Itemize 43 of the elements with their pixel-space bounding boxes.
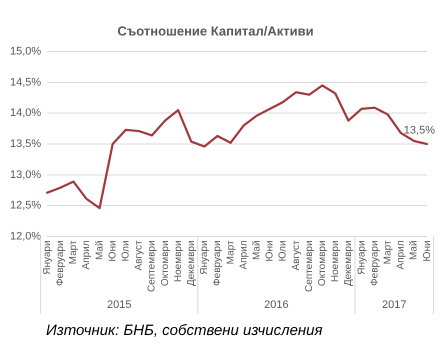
x-tick-label: Юни [107, 240, 118, 262]
x-tick-label: Юли [278, 240, 289, 262]
x-tick-label: Септември [304, 240, 315, 292]
x-tick-label: Октомври [160, 240, 171, 286]
x-tick-label: Май [408, 240, 420, 260]
data-label: 13,5% [404, 124, 436, 137]
x-tick-label: Април [238, 240, 250, 270]
x-tick-label: Февруари [212, 240, 224, 286]
x-tick-label: Януари [42, 240, 53, 275]
x-tick-label: Април [396, 240, 407, 270]
x-tick-label: Август [290, 240, 302, 271]
x-tick-label: Март [382, 240, 394, 264]
x-tick-label: Януари [356, 240, 368, 275]
text: 2017 [382, 299, 406, 312]
text: Източник: БНБ, собствени изчисления [46, 322, 323, 339]
x-tick-label: Ноември [330, 240, 342, 282]
x-tick-label: Март [225, 240, 236, 264]
y-tick-label: 15,0% [10, 46, 42, 58]
chart-title: Съотношение Капитал/Активи [117, 23, 314, 38]
x-tick-label: Юли [120, 240, 132, 262]
x-tick-label: Декември [186, 240, 198, 286]
text: 2015 [106, 299, 132, 312]
x-tick-label: Април [81, 240, 92, 270]
x-tick-label: Ноември [172, 240, 184, 282]
x-tick-label: Юни [264, 240, 276, 262]
y-tick-label: 13,0% [10, 168, 42, 181]
x-tick-label: Януари [199, 240, 210, 275]
x-tick-label: Декември [343, 240, 354, 286]
x-tick-label: Май [94, 240, 106, 260]
x-tick-label: Септември [146, 240, 158, 292]
x-tick-label: Февруари [55, 240, 66, 286]
y-tick-label: 13,5% [10, 138, 42, 150]
x-tick-label: Февруари [369, 240, 380, 286]
text: 2016 [264, 299, 289, 312]
x-tick-label: Юни [422, 240, 433, 262]
x-tick-label: Октомври [316, 240, 328, 286]
y-tick-label: 12,5% [10, 200, 42, 212]
x-tick-label: Май [251, 240, 262, 260]
y-tick-label: 14,0% [10, 107, 42, 120]
y-tick-label: 14,5% [10, 76, 42, 88]
x-tick-label: Август [134, 240, 145, 271]
x-tick-label: Март [68, 240, 80, 264]
y-tick-label: 12,0% [10, 230, 42, 242]
